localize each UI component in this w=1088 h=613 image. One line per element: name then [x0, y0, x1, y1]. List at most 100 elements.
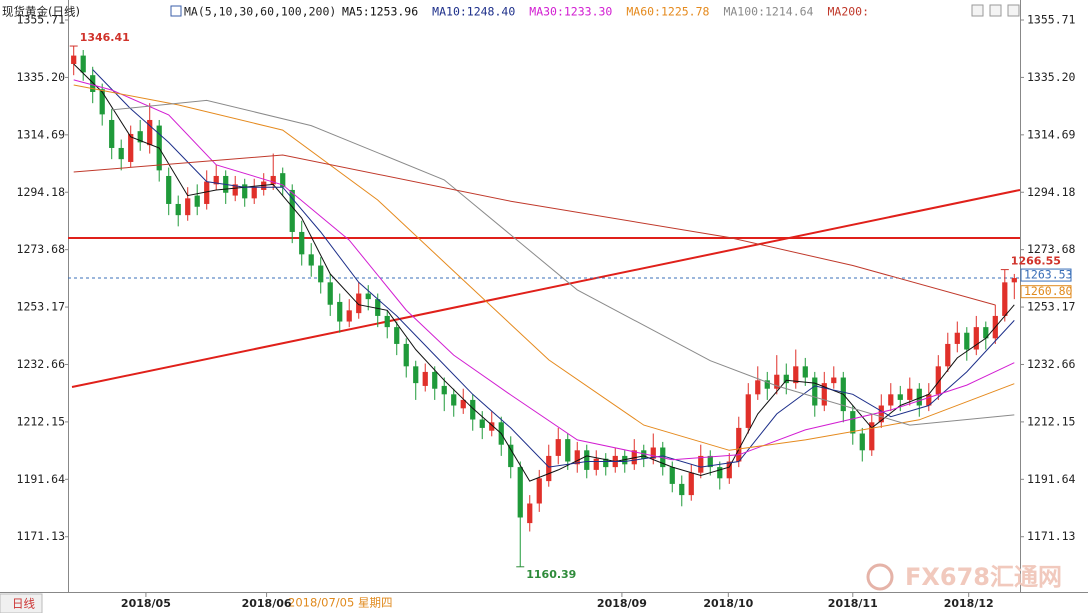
- legend-entry: MA100:1214.64: [723, 5, 813, 19]
- candle-body: [318, 265, 324, 283]
- candle-body: [1002, 282, 1008, 316]
- y-tick-label: 1314.69: [1027, 127, 1076, 141]
- candle-body: [764, 380, 770, 389]
- candle-body: [280, 173, 286, 188]
- y-tick-label: 1335.20: [1027, 70, 1076, 84]
- legend-entry: MA30:1233.30: [529, 5, 612, 19]
- candle-body: [90, 75, 96, 92]
- candle-body: [432, 371, 438, 389]
- candle-body: [327, 282, 333, 305]
- candle-body: [71, 55, 77, 64]
- watermark: 汇通网: [990, 563, 1062, 591]
- candle-body: [289, 189, 295, 232]
- candle-body: [489, 422, 495, 431]
- price-label: 1260.80: [1024, 284, 1073, 298]
- candle-body: [375, 299, 381, 316]
- candle-body: [346, 310, 352, 322]
- price-label: 1263.53: [1024, 268, 1073, 282]
- candle-body: [793, 366, 799, 384]
- ma-line: [73, 63, 1015, 482]
- candle-body: [80, 55, 86, 73]
- candle-body: [983, 327, 989, 339]
- candle-body: [584, 450, 590, 470]
- watermark: FX678: [905, 563, 990, 591]
- y-tick-label: 1212.15: [1027, 414, 1075, 428]
- candle-body: [508, 444, 514, 468]
- candle-body: [527, 503, 533, 524]
- candle-body: [536, 478, 542, 504]
- candle-body: [907, 388, 913, 400]
- indicator: MA(5,10,30,60,100,200): [184, 5, 336, 19]
- candle-body: [717, 467, 723, 479]
- candle-body: [441, 385, 447, 395]
- x-tick-label: 2018/10: [703, 597, 753, 610]
- candle-body: [451, 394, 457, 406]
- y-tick-label: 1294.18: [17, 185, 66, 199]
- candle-body: [308, 254, 314, 266]
- candle-body: [698, 455, 704, 473]
- candle-body: [669, 467, 675, 484]
- candle-body: [650, 447, 656, 459]
- candle-body: [593, 458, 599, 470]
- candle-body: [213, 175, 219, 185]
- candle-body: [175, 203, 181, 216]
- candle-body: [166, 175, 172, 204]
- tab[interactable]: [0, 593, 43, 613]
- candle-body: [869, 422, 875, 451]
- button[interactable]: [1007, 4, 1020, 17]
- candle-body: [384, 315, 390, 328]
- candle-body: [546, 455, 552, 482]
- candle-body: [356, 293, 362, 314]
- x-tick-label: 2018/12: [944, 597, 994, 610]
- candle-body: [365, 293, 371, 300]
- candle-body: [232, 184, 238, 196]
- legend-entry: MA5:1253.96: [342, 5, 418, 19]
- candle-body: [1011, 278, 1017, 283]
- y-tick-label: 1171.13: [17, 529, 66, 543]
- legend-entry: MA60:1225.78: [626, 5, 709, 19]
- candle-body: [460, 399, 466, 409]
- legend-entry: MA10:1248.40: [432, 5, 515, 19]
- price-label-box: [1020, 285, 1072, 299]
- candle-body: [783, 374, 789, 384]
- candle-body: [641, 450, 647, 459]
- y-tick-label: 1232.66: [1027, 357, 1076, 371]
- y-tick-label: 1232.66: [17, 357, 66, 371]
- candle-body: [831, 377, 837, 384]
- legend-entry: MA200:: [827, 5, 869, 19]
- chart-title: 现货黄金(日线): [2, 5, 80, 19]
- ma-line: [73, 154, 996, 306]
- x-tick-label: 2018/11: [828, 597, 878, 610]
- candle-body: [878, 405, 884, 423]
- candle-body: [964, 332, 970, 350]
- y-tick-label: 1273.68: [17, 242, 66, 256]
- button[interactable]: [989, 4, 1002, 17]
- candle-body: [479, 419, 485, 428]
- candle-body: [109, 119, 115, 148]
- y-tick-label: 1355.71: [17, 13, 66, 27]
- candle-body: [859, 433, 865, 451]
- candle-body: [688, 472, 694, 496]
- candle-body: [745, 394, 751, 428]
- window-buttons: [971, 4, 1020, 17]
- candle-body: [99, 89, 105, 115]
- y-tick-label: 1171.13: [1027, 529, 1076, 543]
- ma-line: [73, 84, 1015, 451]
- candle-body: [422, 371, 428, 386]
- candle-body: [118, 147, 124, 160]
- button[interactable]: [971, 4, 984, 17]
- indicator-icon[interactable]: [170, 5, 182, 17]
- candle-body: [565, 439, 571, 462]
- y-tick-label: 1314.69: [17, 127, 66, 141]
- trend-line: [71, 188, 1021, 389]
- candle-body: [812, 377, 818, 406]
- candle-body: [774, 374, 780, 389]
- candle-body: [802, 366, 808, 378]
- y-tick-label: 1294.18: [1027, 185, 1076, 199]
- candle-body: [821, 383, 827, 406]
- candle-body: [850, 411, 856, 434]
- candle-body: [926, 394, 932, 406]
- y-tick-label: 1273.68: [1027, 242, 1076, 256]
